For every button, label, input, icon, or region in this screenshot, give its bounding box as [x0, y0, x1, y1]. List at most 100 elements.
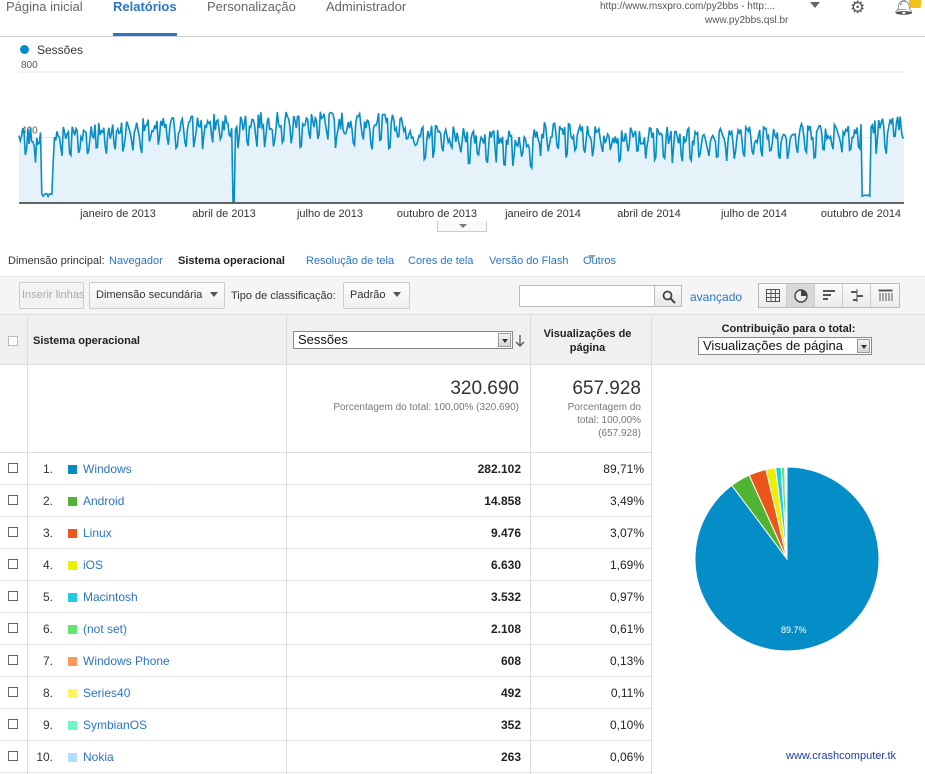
row-os-link[interactable]: Linux: [83, 526, 112, 540]
chart-expand-handle[interactable]: [437, 221, 487, 232]
row-os-link[interactable]: Android: [83, 494, 125, 508]
column-divider: [27, 314, 28, 774]
col-sistema-operacional[interactable]: Sistema operacional: [33, 335, 140, 347]
dimension-cores-de-tela[interactable]: Cores de tela: [408, 255, 474, 267]
view-data-button[interactable]: [759, 284, 787, 307]
row-checkbox[interactable]: [8, 527, 18, 537]
view-comparison-button[interactable]: [843, 284, 871, 307]
view-pivot-button[interactable]: [871, 284, 899, 307]
tab-personalizacao[interactable]: Personalização: [207, 0, 296, 14]
row-color-swatch: [68, 529, 77, 538]
row-os-link[interactable]: iOS: [83, 558, 104, 572]
sort-descending-icon[interactable]: [515, 335, 525, 347]
row-pageviews: 0,13%: [609, 654, 644, 668]
sort-type-value: Padrão: [350, 289, 386, 301]
column-divider: [286, 314, 287, 774]
row-sessions: 6.630: [490, 558, 521, 572]
table-toolbar: Inserir linhas Dimensão secundária Tipo …: [0, 276, 925, 314]
row-sessions: 9.476: [490, 526, 521, 540]
row-os-link[interactable]: Macintosh: [83, 590, 138, 604]
row-os-link[interactable]: SymbianOS: [83, 718, 148, 732]
row-sessions: 14.858: [484, 494, 521, 508]
tab-relatorios[interactable]: Relatórios: [113, 0, 177, 36]
row-pageviews: 0,61%: [609, 622, 644, 636]
search-icon: [662, 290, 676, 304]
dimension-sistema-operacional[interactable]: Sistema operacional: [178, 255, 285, 267]
row-checkbox[interactable]: [8, 463, 18, 473]
y-tick-label: 800: [21, 60, 38, 71]
primary-dimension-label: Dimensão principal:: [8, 255, 105, 267]
dimension-versao-do-flash[interactable]: Versão do Flash: [489, 255, 569, 267]
row-os-link[interactable]: Nokia: [83, 750, 114, 764]
sessions-series-line: [18, 110, 904, 203]
sort-type-dropdown[interactable]: Padrão: [343, 282, 410, 309]
view-performance-button[interactable]: [815, 284, 843, 307]
row-checkbox[interactable]: [8, 623, 18, 633]
dimension-navegador[interactable]: Navegador: [109, 255, 163, 267]
sessions-metric-select[interactable]: Sessões: [293, 331, 513, 349]
row-os-link[interactable]: (not set): [83, 622, 128, 636]
x-tick-label: abril de 2014: [617, 208, 681, 220]
view-percentage-button[interactable]: [787, 284, 815, 307]
contribution-pie-chart: 89.7%: [694, 466, 880, 652]
row-sessions: 3.532: [490, 590, 521, 604]
advanced-filter-link[interactable]: avançado: [690, 290, 743, 304]
tab-administrador[interactable]: Administrador: [326, 0, 407, 14]
total-sessions: 320.690: [450, 378, 519, 399]
row-pageviews: 1,69%: [609, 558, 644, 572]
row-sessions: 492: [500, 686, 521, 700]
x-tick-label: janeiro de 2013: [79, 208, 156, 220]
row-sessions: 282.102: [477, 462, 521, 476]
table-row: 4. iOS 6.630 1,69%: [0, 549, 652, 581]
row-sessions: 2.108: [490, 622, 521, 636]
contribution-metric-select[interactable]: Visualizações de página: [698, 337, 872, 355]
row-index: 2.: [42, 494, 53, 508]
chevron-down-icon: [210, 292, 219, 297]
row-checkbox[interactable]: [8, 751, 18, 761]
secondary-dimension-dropdown[interactable]: Dimensão secundária: [89, 282, 225, 309]
row-pageviews: 0,97%: [609, 590, 644, 604]
row-color-swatch: [68, 657, 77, 666]
search-button[interactable]: [654, 285, 682, 307]
sessions-area-fill: [19, 111, 904, 203]
col-pageviews[interactable]: Visualizações de página: [543, 328, 632, 354]
insert-rows-button[interactable]: Inserir linhas: [19, 282, 84, 309]
x-tick-label: outubro de 2014: [821, 208, 901, 220]
row-index: 10.: [36, 750, 53, 764]
row-checkbox[interactable]: [8, 559, 18, 569]
contribution-pie-area: 89.7%: [652, 365, 925, 774]
x-tick-label: abril de 2013: [192, 208, 256, 220]
bar-list-icon: [823, 290, 835, 300]
row-index: 4.: [42, 558, 53, 572]
chart-legend: Sessões: [20, 43, 83, 57]
legend-dot-icon: [20, 45, 29, 54]
gear-icon[interactable]: ⚙: [850, 0, 866, 17]
row-os-link[interactable]: Series40: [83, 686, 131, 700]
chevron-down-icon: [498, 333, 511, 347]
pie-chart-icon: [794, 289, 808, 303]
row-pageviews: 0,10%: [609, 718, 644, 732]
row-os-link[interactable]: Windows: [83, 462, 132, 476]
tab-pagina-inicial[interactable]: Página inicial: [6, 0, 83, 14]
total-pageviews: 657.928: [572, 378, 641, 399]
row-checkbox[interactable]: [8, 687, 18, 697]
table-row: 5. Macintosh 3.532 0,97%: [0, 581, 652, 613]
row-checkbox[interactable]: [8, 655, 18, 665]
dimension-resolucao-de-tela[interactable]: Resolução de tela: [306, 255, 395, 267]
row-pageviews: 0,06%: [609, 750, 644, 764]
grid-icon: [766, 289, 780, 302]
row-sessions: 263: [500, 750, 521, 764]
account-selector[interactable]: http://www.msxpro.com/py2bbs - http:... …: [600, 0, 788, 26]
select-all-checkbox[interactable]: [8, 336, 18, 346]
row-os-link[interactable]: Windows Phone: [83, 654, 170, 668]
account-dropdown-icon[interactable]: [810, 2, 820, 8]
table-search-input[interactable]: [519, 285, 655, 307]
row-checkbox[interactable]: [8, 495, 18, 505]
account-property: www.py2bbs.qsl.br: [705, 15, 789, 26]
sessions-chart: 800 400 janeiro de 2013 abril de 2013 julho …: [0, 38, 925, 233]
row-checkbox[interactable]: [8, 591, 18, 601]
notification-badge: [909, 0, 921, 8]
watermark-link[interactable]: www.crashcomputer.tk: [786, 750, 897, 762]
row-checkbox[interactable]: [8, 719, 18, 729]
pie-slice-label: 89.7%: [781, 625, 807, 635]
